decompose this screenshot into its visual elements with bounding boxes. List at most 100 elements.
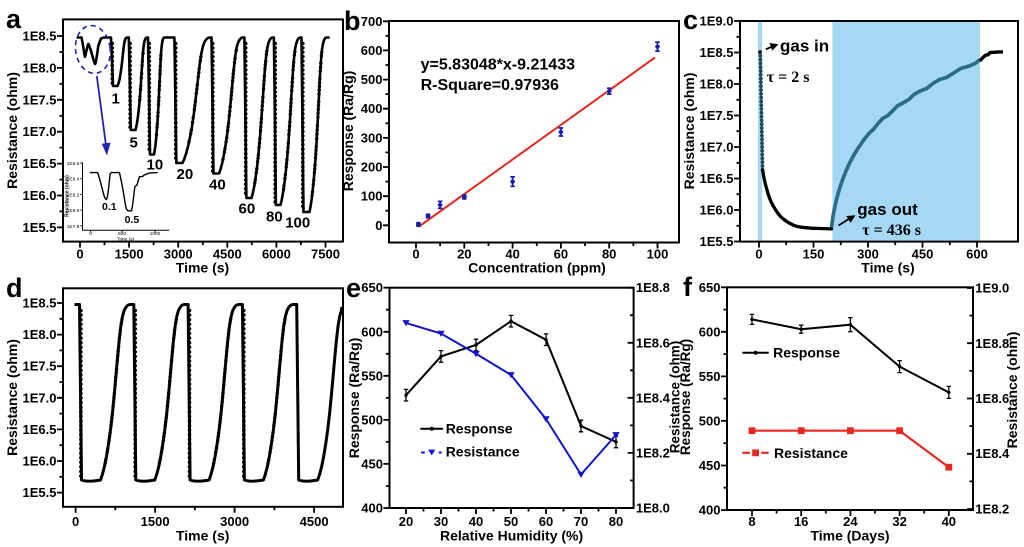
svg-text:1E5.5: 1E5.5	[23, 485, 57, 500]
svg-text:0: 0	[755, 247, 762, 262]
svg-text:Resistance (ohm): Resistance (ohm)	[4, 72, 20, 189]
svg-text:gas out: gas out	[857, 200, 918, 219]
svg-text:Response (Ra/Rg): Response (Ra/Rg)	[346, 338, 362, 459]
svg-text:1E8.5: 1E8.5	[23, 296, 57, 311]
svg-text:4500: 4500	[300, 514, 329, 529]
svg-text:24: 24	[843, 514, 858, 529]
svg-text:Resistance (ohm): Resistance (ohm)	[1004, 332, 1020, 449]
svg-text:1E6.5: 1E6.5	[700, 171, 734, 186]
svg-text:40: 40	[209, 177, 226, 194]
svg-text:3000: 3000	[164, 247, 193, 262]
svg-text:τ = 436 s: τ = 436 s	[862, 222, 921, 239]
svg-text:50: 50	[504, 514, 518, 529]
svg-text:Resistance: Resistance	[446, 444, 520, 460]
svg-text:1E8.2: 1E8.2	[67, 192, 80, 198]
svg-text:600: 600	[361, 43, 383, 58]
svg-text:1500: 1500	[141, 514, 170, 529]
svg-text:1E7.5: 1E7.5	[700, 108, 734, 123]
svg-text:400: 400	[699, 503, 721, 518]
svg-text:550: 550	[361, 368, 383, 383]
svg-text:3000: 3000	[220, 514, 249, 529]
svg-text:4500: 4500	[213, 247, 242, 262]
svg-text:1E8.0: 1E8.0	[636, 501, 670, 516]
svg-text:0: 0	[72, 514, 79, 529]
svg-text:600: 600	[966, 247, 988, 262]
svg-text:1E8.4: 1E8.4	[975, 446, 1010, 461]
svg-text:1E7.5: 1E7.5	[23, 92, 57, 107]
svg-text:Time (s): Time (s)	[176, 260, 229, 276]
svg-text:1E8.2: 1E8.2	[636, 445, 670, 460]
svg-text:500: 500	[361, 412, 383, 427]
svg-text:Time (s): Time (s)	[117, 237, 135, 243]
svg-text:f: f	[683, 272, 693, 302]
svg-text:Response: Response	[773, 345, 840, 361]
svg-text:1E6.5: 1E6.5	[23, 422, 57, 437]
svg-text:τ = 2 s: τ = 2 s	[767, 69, 810, 86]
svg-text:700: 700	[361, 14, 383, 29]
svg-text:20: 20	[399, 514, 413, 529]
svg-text:Resistance (ohm): Resistance (ohm)	[65, 175, 71, 217]
svg-text:Time (Days): Time (Days)	[810, 528, 889, 544]
svg-text:a: a	[6, 4, 22, 34]
svg-text:1E8.6: 1E8.6	[975, 391, 1009, 406]
svg-text:600: 600	[361, 324, 383, 339]
svg-text:1E7.0: 1E7.0	[23, 390, 57, 405]
svg-text:32: 32	[892, 514, 906, 529]
svg-text:d: d	[6, 273, 23, 303]
svg-text:Time (s): Time (s)	[176, 528, 229, 544]
svg-text:1E7.0: 1E7.0	[23, 124, 57, 139]
svg-text:1E8.0: 1E8.0	[23, 327, 57, 342]
svg-text:c: c	[683, 5, 698, 35]
svg-text:0: 0	[412, 247, 419, 262]
svg-text:1E6.0: 1E6.0	[23, 454, 57, 469]
svg-text:1E7.0: 1E7.0	[700, 140, 734, 155]
svg-text:1E7.5: 1E7.5	[23, 359, 57, 374]
svg-text:500: 500	[361, 72, 383, 87]
svg-text:70: 70	[574, 514, 588, 529]
svg-text:1E9.0: 1E9.0	[975, 281, 1009, 296]
svg-text:450: 450	[912, 247, 934, 262]
svg-text:0.5: 0.5	[125, 214, 140, 226]
svg-text:16: 16	[794, 514, 808, 529]
svg-text:1E8.6: 1E8.6	[67, 161, 80, 167]
svg-text:100: 100	[361, 189, 383, 204]
svg-text:450: 450	[361, 456, 383, 471]
svg-text:y=5.83048*x-9.21433: y=5.83048*x-9.21433	[421, 57, 575, 74]
svg-text:400: 400	[361, 501, 383, 516]
svg-text:40: 40	[942, 514, 956, 529]
svg-text:1E7.8: 1E7.8	[67, 224, 80, 230]
svg-text:300: 300	[361, 130, 383, 145]
svg-text:Response: Response	[446, 421, 513, 437]
svg-text:80: 80	[609, 514, 623, 529]
svg-text:1E8.8: 1E8.8	[975, 336, 1009, 351]
svg-text:400: 400	[361, 101, 383, 116]
svg-text:40: 40	[469, 514, 483, 529]
svg-text:Resistance (ohm): Resistance (ohm)	[4, 339, 20, 456]
svg-text:0: 0	[76, 247, 83, 262]
svg-text:60: 60	[539, 514, 553, 529]
svg-text:30: 30	[434, 514, 448, 529]
svg-text:0.1: 0.1	[102, 201, 117, 213]
svg-text:1E8.5: 1E8.5	[23, 29, 57, 44]
svg-text:60: 60	[239, 201, 256, 218]
svg-text:Relative Humidity (%): Relative Humidity (%)	[440, 528, 583, 544]
svg-text:gas in: gas in	[780, 37, 829, 56]
svg-text:7500: 7500	[311, 247, 340, 262]
svg-text:500: 500	[118, 231, 126, 237]
svg-text:1500: 1500	[115, 247, 144, 262]
svg-text:1E8.4: 1E8.4	[636, 390, 671, 405]
svg-text:450: 450	[699, 458, 721, 473]
svg-text:1E8.5: 1E8.5	[700, 45, 734, 60]
svg-text:100: 100	[285, 215, 310, 232]
svg-text:1E8.6: 1E8.6	[636, 335, 670, 350]
svg-text:1E6.0: 1E6.0	[700, 203, 734, 218]
svg-text:1: 1	[112, 91, 120, 108]
svg-text:20: 20	[457, 247, 471, 262]
svg-text:60: 60	[554, 247, 568, 262]
svg-text:6000: 6000	[262, 247, 291, 262]
svg-text:500: 500	[699, 413, 721, 428]
svg-text:Response (Ra/Rg): Response (Ra/Rg)	[340, 71, 356, 192]
svg-text:Resistance (ohm): Resistance (ohm)	[681, 73, 697, 190]
svg-text:300: 300	[857, 247, 879, 262]
svg-text:1E5.5: 1E5.5	[700, 234, 734, 249]
